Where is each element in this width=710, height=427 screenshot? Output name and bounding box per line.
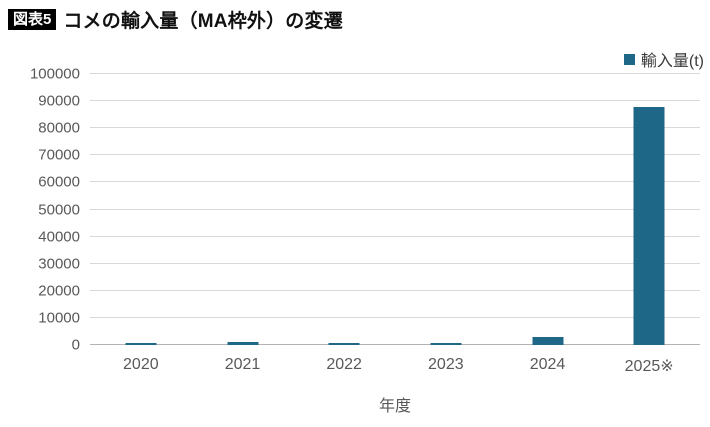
bar-2022 — [328, 342, 360, 345]
y-tick-label: 60000 — [38, 173, 80, 191]
x-tick-label: 2020 — [123, 356, 159, 373]
legend: 輸入量(t) — [623, 47, 704, 71]
gridline — [90, 262, 700, 264]
x-tick-label: 2025※ — [624, 358, 674, 375]
figure-number-badge: 図表5 — [8, 8, 57, 31]
gridline — [90, 73, 700, 74]
y-tick-label: 40000 — [38, 228, 80, 246]
y-tick-label: 0 — [71, 336, 80, 354]
x-axis-title: 年度 — [378, 398, 411, 415]
legend-swatch-icon — [623, 53, 635, 65]
legend-label: 輸入量(t) — [640, 53, 704, 70]
y-tick-label: 50000 — [38, 201, 80, 218]
x-tick-label: 2022 — [326, 356, 362, 373]
bar-2024 — [532, 336, 563, 345]
y-tick-label: 30000 — [38, 255, 80, 273]
chart-title-text: コメの輸入量（MA枠外）の変遷 — [63, 11, 343, 32]
gridline — [90, 127, 700, 129]
x-tick-label: 2024 — [529, 356, 566, 373]
x-tick-label: 2021 — [224, 356, 261, 373]
y-tick-label: 90000 — [38, 92, 80, 110]
y-tick-label: 10000 — [38, 309, 80, 327]
bar-2021 — [227, 342, 258, 345]
y-axis: 0 10000 20000 30000 40000 50000 60000 70000 8000… — [0, 66, 80, 354]
x-tick-label: 2023 — [428, 356, 464, 373]
gridline — [90, 235, 700, 237]
y-tick-label: 80000 — [38, 119, 80, 137]
bar-2020 — [125, 343, 157, 345]
chart-title: 図表5 コメの輸入量（MA枠外）の変遷 — [8, 6, 343, 33]
gridline — [90, 289, 700, 291]
gridline — [90, 208, 700, 210]
gridline — [90, 181, 700, 183]
y-tick-label: 20000 — [38, 282, 80, 300]
bar-2025※ — [633, 106, 665, 345]
gridline — [90, 316, 700, 318]
gridline — [90, 154, 700, 156]
gridline — [90, 100, 700, 102]
x-axis-line — [90, 344, 700, 345]
y-tick-label: 100000 — [29, 65, 80, 83]
bar-2023 — [430, 343, 462, 345]
y-tick-label: 70000 — [38, 146, 80, 164]
plot-area — [90, 73, 700, 345]
x-axis: 2020 2021 2022 2023 2024 2025※ — [90, 356, 700, 378]
